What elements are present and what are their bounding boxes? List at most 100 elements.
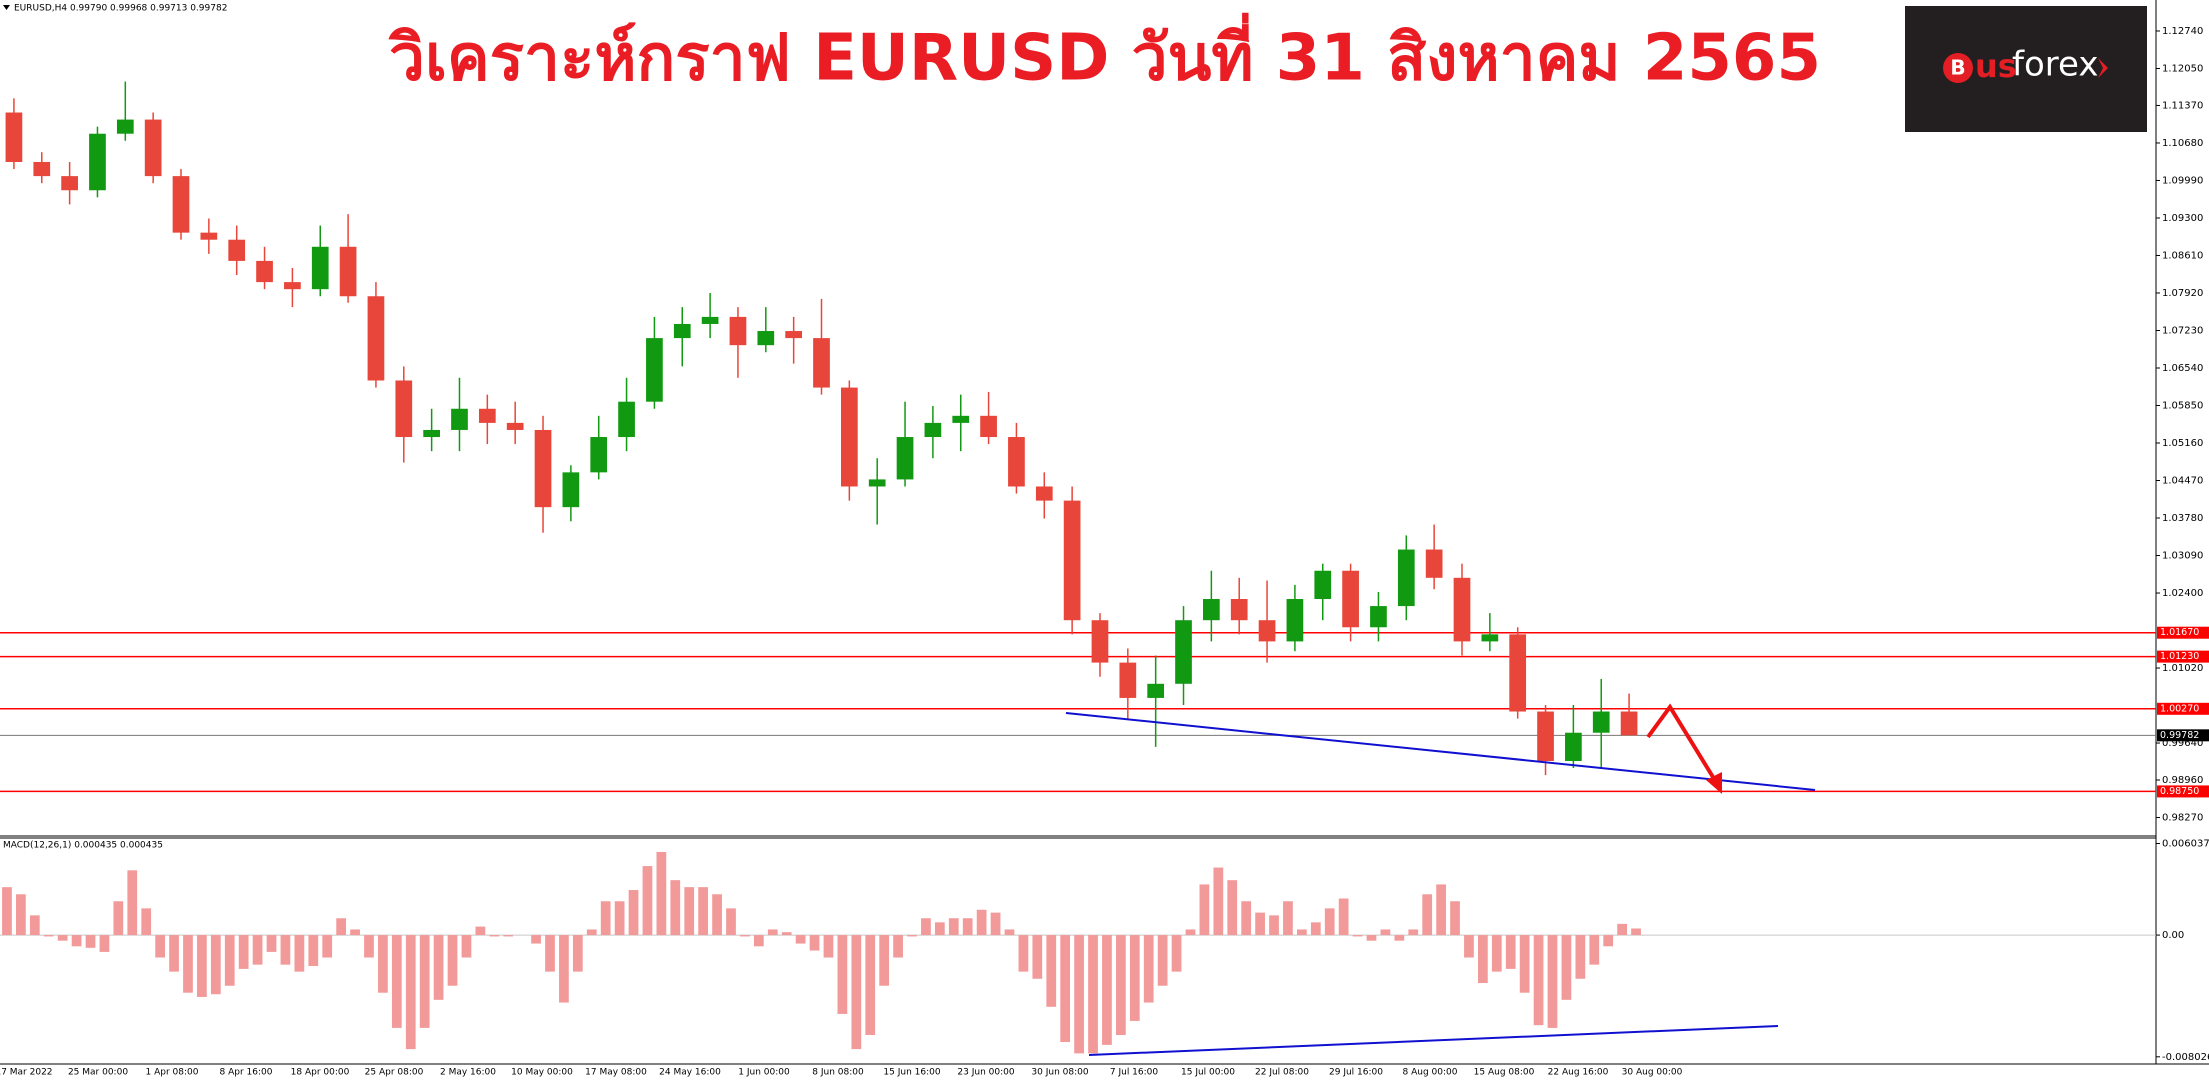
macd-bar <box>71 935 82 947</box>
x-tick-label: 18 Apr 00:00 <box>291 1068 350 1078</box>
candle-body <box>1147 683 1165 698</box>
candle-body <box>1509 634 1527 712</box>
last-price-label: 0.99782 <box>2160 730 2199 741</box>
candle-body <box>367 296 385 381</box>
candle-body <box>89 133 106 191</box>
x-tick-label: 22 Jul 08:00 <box>1255 1068 1309 1078</box>
macd-bar <box>1255 912 1265 936</box>
x-tick-label: 1 Apr 08:00 <box>146 1068 199 1078</box>
macd-bar <box>308 935 319 967</box>
y-tick-label: 1.09300 <box>2162 213 2203 224</box>
macd-bar <box>1394 935 1405 941</box>
x-tick-label: 1 Jun 00:00 <box>738 1068 790 1078</box>
candle-body <box>1063 500 1081 621</box>
candle-body <box>924 422 942 438</box>
y-tick-label: 1.12740 <box>2162 26 2203 37</box>
macd-bar <box>1324 908 1335 936</box>
macd-bar <box>2 887 12 936</box>
candle-body <box>172 176 190 233</box>
marks: 1.12740 1.12050 1.11370 1.10680 1.09990 1.093… <box>0 26 2209 1078</box>
candle-body <box>1565 732 1582 761</box>
macd-bar <box>1519 935 1530 993</box>
y-tick-label: 1.05850 <box>2162 400 2203 411</box>
x-tick-label: 8 Jun 08:00 <box>812 1068 864 1078</box>
macd-bar <box>1129 935 1140 1021</box>
y-tick-label: 1.04470 <box>2162 476 2203 487</box>
macd-bar <box>1338 898 1349 936</box>
candle-body <box>144 119 162 177</box>
macd-bar <box>1575 935 1586 979</box>
macd-bar <box>586 929 597 936</box>
x-tick-label: 25 Apr 08:00 <box>365 1068 424 1078</box>
macd-bar <box>461 935 472 958</box>
macd-bar <box>183 935 193 993</box>
y-tick-label: 1.11370 <box>2162 100 2203 111</box>
candle-body <box>478 408 496 423</box>
macd-bar <box>99 935 110 952</box>
logo-icon <box>1943 53 1973 83</box>
macd-bar <box>809 935 820 951</box>
candle-body <box>451 408 468 430</box>
candle-body <box>1592 711 1610 733</box>
macd-bar <box>921 918 931 936</box>
macd-bar <box>503 935 514 937</box>
candle-body <box>1175 620 1192 684</box>
x-tick-label: 7 Jul 16:00 <box>1110 1068 1159 1078</box>
candle-body <box>1537 711 1554 761</box>
candle-body <box>1481 634 1499 642</box>
logo-prefix: us <box>1975 47 2017 85</box>
macd-bar <box>169 935 179 972</box>
macd-bar <box>753 935 764 947</box>
macd-bar <box>1408 929 1419 936</box>
macd-bar <box>851 935 862 1050</box>
y-tick-label: 1.09990 <box>2162 175 2203 186</box>
level-label-box <box>2157 650 2209 663</box>
chart-header: EURUSD,H4 0.99790 0.99968 0.99713 0.9978… <box>14 4 227 14</box>
macd-bar <box>336 918 347 936</box>
macd-bar <box>962 918 973 936</box>
last-price-box <box>2157 729 2209 742</box>
x-tick-label: 30 Aug 00:00 <box>1622 1068 1683 1078</box>
level-label: 1.01230 <box>2160 651 2199 662</box>
macd-bar <box>1450 901 1460 936</box>
x-tick-label: 8 Aug 00:00 <box>1403 1068 1458 1078</box>
macd-bar <box>433 935 444 1000</box>
macd-bar <box>280 935 291 965</box>
macd-bar <box>795 935 806 944</box>
macd-bar <box>1296 929 1307 936</box>
x-tick-label: 17 May 08:00 <box>585 1068 647 1078</box>
chart-title: วิเคราะห์กราฟ EURUSD วันที่ 31 สิงหาคม 2… <box>388 13 1821 96</box>
candle-body <box>952 415 970 423</box>
level-label-box <box>2157 702 2209 715</box>
x-tick-label: 10 May 00:00 <box>511 1068 573 1078</box>
macd-bar <box>1422 894 1433 936</box>
candle-body <box>61 176 78 191</box>
macd-bar <box>155 935 165 958</box>
macd-bar <box>1227 880 1238 936</box>
candle-body <box>1370 606 1387 628</box>
macd-bar <box>1491 935 1502 972</box>
candle-body <box>1425 549 1443 578</box>
macd-bar <box>1310 922 1321 936</box>
level-label: 1.01670 <box>2160 627 2199 638</box>
level-label: 0.98750 <box>2160 786 2199 797</box>
candle-body <box>339 246 357 297</box>
macd-bar <box>1115 935 1126 1036</box>
candle-body <box>646 338 663 402</box>
macd-bar <box>475 926 486 936</box>
macd-bar <box>1199 884 1210 936</box>
candle-body <box>618 401 635 438</box>
macd-bar <box>1032 935 1043 979</box>
macd-bar <box>43 935 54 937</box>
candle-body <box>1119 662 1137 698</box>
macd-bar <box>976 909 987 936</box>
macd-bar <box>767 929 778 936</box>
y-tick-label: 1.01020 <box>2162 663 2203 674</box>
y-tick-label: 0.98960 <box>2162 775 2203 786</box>
candle-body <box>116 119 134 134</box>
x-tick-label: 24 May 16:00 <box>659 1068 721 1078</box>
candle-body <box>1008 437 1025 487</box>
macd-bar <box>1102 935 1112 1045</box>
